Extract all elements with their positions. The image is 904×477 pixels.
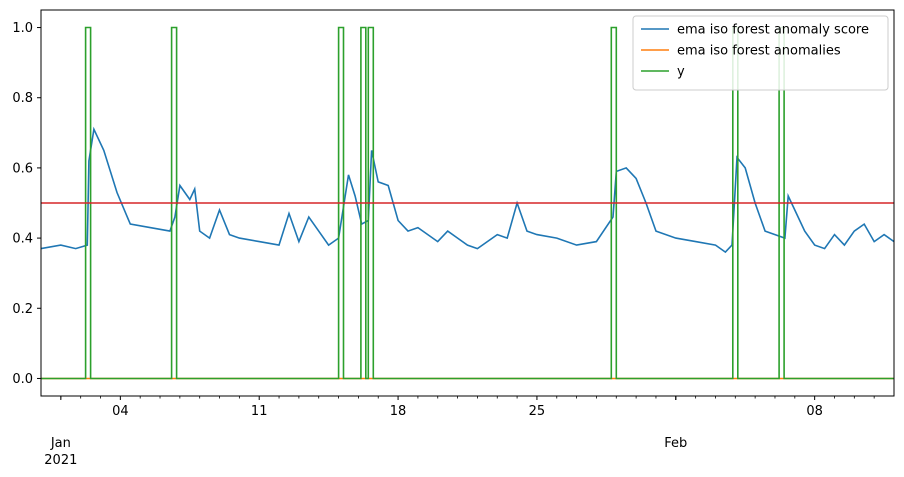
x-year-label: 2021	[44, 453, 77, 468]
x-tick-label: 04	[112, 404, 129, 419]
series-layer	[41, 26, 894, 380]
legend-label: y	[677, 65, 685, 80]
y-tick-label: 0.0	[12, 372, 33, 387]
y-tick-label: 0.6	[12, 161, 33, 176]
legend: ema iso forest anomaly score ema iso fore…	[632, 15, 889, 91]
y-tick-label: 1.0	[12, 21, 33, 36]
x-tick-label: 11	[251, 404, 268, 419]
legend-label: ema iso forest anomalies	[677, 44, 841, 59]
axis-layer: 0.0 0.2 0.4 0.6 0.8 1.0 04 11 18 25 08 Jan 2021 Feb	[12, 21, 875, 468]
x-tick-label: 25	[529, 404, 546, 419]
y-tick-label: 0.8	[12, 91, 33, 106]
x-month-label: Jan	[50, 436, 71, 451]
legend-box	[632, 15, 889, 91]
x-month-label: Feb	[664, 436, 687, 451]
x-tick-label: 08	[806, 404, 823, 419]
y-tick-label: 0.4	[12, 232, 33, 247]
legend-label: ema iso forest anomaly score	[677, 23, 869, 38]
x-tick-label: 18	[390, 404, 407, 419]
y-tick-label: 0.2	[12, 302, 33, 317]
plot-frame	[40, 9, 895, 397]
series-line-0	[41, 126, 894, 254]
